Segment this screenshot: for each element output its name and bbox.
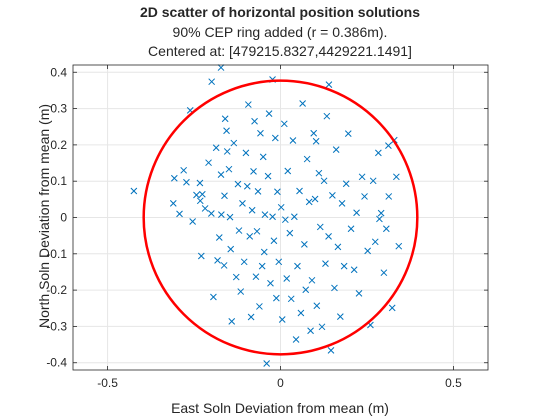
y-tick-label: 0.1 [50,174,67,188]
x-tick-label: -0.5 [97,376,118,390]
y-tick-label: 0.4 [50,65,67,79]
y-tick-label: 0.3 [50,102,67,116]
x-tick-label: 0 [277,376,284,390]
y-axis-label: North Soln Deviation from mean (m) [36,91,52,341]
y-tick-label: -0.4 [46,356,67,370]
x-tick-label: 0.5 [445,376,462,390]
y-tick-label: 0.2 [50,138,67,152]
x-axis-label: East Soln Deviation from mean (m) [0,400,560,416]
y-tick-label: 0 [60,211,67,225]
